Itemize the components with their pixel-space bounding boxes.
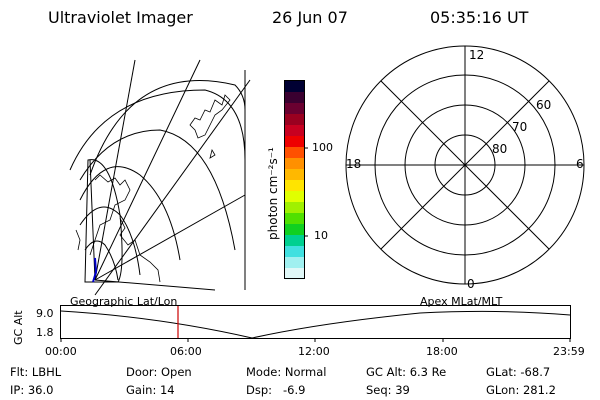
info-glat: GLat: -68.7 — [486, 365, 551, 379]
info-gc-alt: GC Alt: 6.3 Re — [366, 365, 447, 379]
colorbar-segment — [285, 125, 304, 137]
map-lat-arc — [69, 89, 246, 171]
mlt-label-6: 6 — [576, 157, 584, 171]
colorbar-unit-label: photon cm⁻²s⁻¹ — [266, 147, 280, 240]
colorbar-segment — [285, 202, 304, 214]
colorbar-segment — [285, 92, 304, 104]
colorbar-segment — [285, 191, 304, 203]
info-filter: Flt: LBHL — [10, 365, 62, 379]
info-mode: Mode: Normal — [246, 365, 327, 379]
info-seq: Seq: 39 — [366, 383, 410, 397]
map-lat-arc — [79, 206, 141, 276]
colorbar-segment — [285, 81, 304, 93]
colorbar-segment — [285, 257, 304, 269]
x-tick-0600: 06:00 — [170, 345, 202, 358]
colorbar-segment — [285, 180, 304, 192]
colorbar-segment — [285, 235, 304, 247]
colorbar-tick-10: 10 — [314, 229, 328, 242]
map-lon-line — [94, 59, 201, 281]
map-lat-arc — [89, 80, 246, 176]
colorbar-segment — [285, 158, 304, 170]
date-label: 26 Jun 07 — [272, 8, 348, 27]
colorbar-segment — [285, 147, 304, 159]
info-door: Door: Open — [126, 365, 192, 379]
mlt-label-18: 18 — [346, 157, 361, 171]
map-lat-arc — [79, 166, 181, 261]
info-dsp: Dsp: -6.9 — [246, 383, 306, 397]
y-tick-9: 9.0 — [36, 307, 54, 320]
colorbar-tick-100: 100 — [312, 141, 333, 154]
coastline — [75, 94, 231, 283]
mlt-label-12: 12 — [469, 48, 484, 62]
altitude-curve — [60, 310, 571, 339]
map-lon-line — [94, 194, 246, 281]
map-swath — [84, 159, 123, 283]
x-tick-0000: 00:00 — [45, 345, 77, 358]
colorbar-segment — [285, 246, 304, 258]
colorbar-segment — [285, 268, 304, 280]
colorbar-segment — [285, 213, 304, 225]
colorbar-segment — [285, 114, 304, 126]
mlat-label-80: 80 — [492, 142, 507, 156]
geographic-label: Geographic Lat/Lon — [70, 295, 178, 308]
aurora-trace — [92, 257, 98, 283]
info-ip: IP: 36.0 — [10, 383, 54, 397]
y-tick-1-8: 1.8 — [36, 326, 54, 339]
colorbar — [284, 80, 308, 280]
mlat-label-70: 70 — [512, 120, 527, 134]
gc-alt-axis-label: GC Alt — [12, 310, 25, 345]
info-gain: Gain: 14 — [126, 383, 175, 397]
time-label: 05:35:16 UT — [430, 8, 529, 27]
map-lat-arc — [79, 129, 236, 251]
colorbar-segment — [285, 224, 304, 236]
polar-plot: 12 6 18 0 60 70 80 — [345, 45, 585, 290]
colorbar-segment — [285, 169, 304, 181]
info-glon: GLon: 281.2 — [486, 383, 556, 397]
instrument-title: Ultraviolet Imager — [48, 8, 193, 27]
colorbar-segment — [285, 103, 304, 115]
x-tick-2359: 23:59 — [553, 345, 585, 358]
map-lon-line — [94, 59, 136, 281]
apex-label: Apex MLat/MLT — [420, 295, 503, 308]
polar-diagonal — [380, 80, 550, 250]
x-tick-1200: 12:00 — [298, 345, 330, 358]
mlt-label-0: 0 — [467, 277, 475, 290]
mlat-label-60: 60 — [536, 98, 551, 112]
map-grid-line — [94, 79, 251, 296]
colorbar-segment — [285, 136, 304, 148]
altitude-plot — [60, 305, 571, 342]
x-tick-1800: 18:00 — [426, 345, 458, 358]
